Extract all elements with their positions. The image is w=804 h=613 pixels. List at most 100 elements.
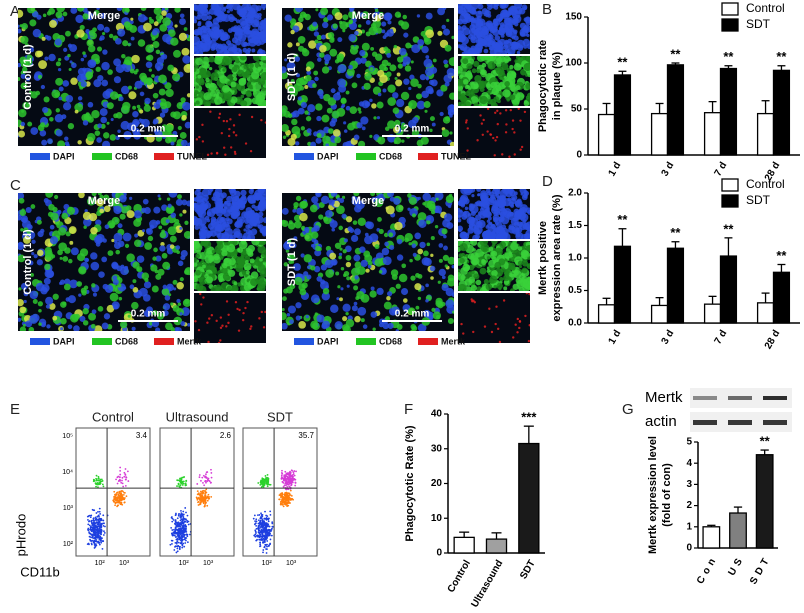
flow-event [206,505,208,507]
cell [341,214,346,219]
flow-event [87,516,89,518]
cell [338,85,346,93]
cell [408,87,411,90]
cell [387,97,396,106]
cell [258,212,263,217]
cell [175,245,180,250]
cell [298,96,302,100]
cell [494,139,496,141]
cell [292,209,296,213]
cell [77,74,85,82]
cell [417,39,424,46]
cell [510,242,518,250]
cell [455,30,464,39]
flow-event [200,503,202,505]
cell [222,68,225,71]
cell [451,36,454,39]
flow-event [263,521,265,523]
cell [221,203,224,206]
cell [163,285,167,289]
flow-event [206,471,208,473]
flow-event [116,501,118,503]
cell [487,256,490,259]
legend-label: DAPI [53,336,75,346]
cell [229,17,235,23]
cell [87,133,95,141]
cell [227,322,229,324]
cell [217,243,224,250]
cell [298,108,305,115]
cell [200,79,204,83]
flow-event [99,480,101,482]
cell [387,291,392,296]
cell [173,280,178,285]
flow-event [266,515,268,517]
cell [179,33,187,41]
cell [56,108,60,112]
cell [263,217,269,223]
cell [314,77,318,81]
row-label: SDT (1 d) [286,53,298,102]
cell [256,218,259,221]
flow-event [203,475,205,477]
cell [307,104,315,112]
cell [81,58,84,61]
cell [466,232,470,236]
cell [467,90,470,93]
cell [78,96,82,100]
flow-event [115,478,117,480]
cell [299,213,308,222]
cell [333,129,341,137]
cell [192,4,198,10]
flow-event [98,533,100,535]
legend-label: TUNEL [177,151,207,161]
cell [240,53,247,60]
cell [477,220,485,228]
cell [480,268,487,275]
flow-event [125,479,127,481]
flow-event [100,533,102,535]
cell [219,33,227,41]
cell [482,8,488,14]
cell [252,199,256,203]
cell [91,324,96,329]
flow-event [173,519,175,521]
cell [82,51,86,55]
cell [92,309,97,314]
cell [112,217,120,225]
cell [214,69,217,72]
cell [261,250,269,258]
cell [233,124,235,126]
flow-event [183,533,185,535]
cell [208,56,215,63]
cell [433,59,437,63]
cell [526,292,528,294]
cell [110,134,117,141]
cell [494,81,500,87]
cell [365,233,369,237]
cell [430,276,434,280]
flow-event [94,531,96,533]
cell [352,82,358,88]
flow-event [89,529,91,531]
flow-frame [243,428,317,556]
cell [134,210,142,218]
cell [37,250,43,256]
cell [102,322,109,329]
cell [130,284,135,289]
cell [494,154,496,156]
cell [510,204,514,208]
cell [167,198,170,201]
cell [398,14,401,17]
cell [244,263,252,271]
cell [397,239,403,245]
cell [231,201,235,205]
cell [99,209,104,214]
flow-x-tick-label: 10² [95,560,106,567]
cell [437,31,442,36]
cell [396,329,399,332]
cell [35,51,42,58]
cell [97,24,104,31]
cell [497,123,499,125]
cell [149,69,152,72]
